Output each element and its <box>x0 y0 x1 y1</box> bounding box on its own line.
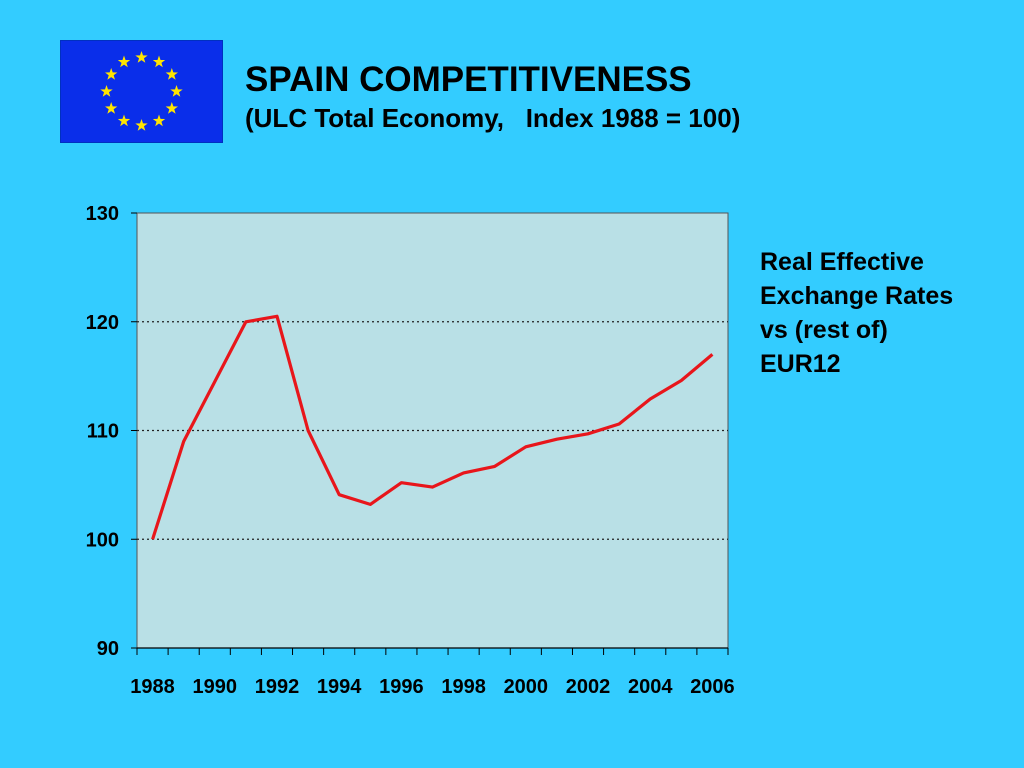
x-tick-label: 1990 <box>193 676 238 698</box>
side-note-line: EUR12 <box>760 350 841 378</box>
y-tick-label: 130 <box>86 203 119 225</box>
side-note-line: Real Effective <box>760 248 924 276</box>
side-note-line: Exchange Rates <box>760 282 954 310</box>
y-tick-label: 120 <box>86 312 119 334</box>
x-tick-label: 2006 <box>690 676 735 698</box>
side-note-line: vs (rest of) <box>760 316 888 344</box>
flag-star-icon <box>170 85 183 97</box>
x-tick-label: 1988 <box>130 676 175 698</box>
page-subtitle: (ULC Total Economy, Index 1988 = 100) <box>245 103 741 133</box>
series-line <box>151 314 714 540</box>
side-note: Real Effective Exchange Rates vs (rest o… <box>760 245 1020 381</box>
eu-flag-logo <box>60 40 223 143</box>
flag-star-icon <box>135 119 148 131</box>
y-tick-label: 110 <box>87 421 119 443</box>
flag-star-icon <box>152 114 166 127</box>
flag-star-icon <box>165 68 178 80</box>
flag-star-icon <box>100 85 113 97</box>
x-tick-label: 2000 <box>504 676 549 698</box>
flag-star-icon <box>105 68 118 80</box>
page-title: SPAIN COMPETITIVENESS <box>245 60 692 99</box>
y-tick-label: 100 <box>86 529 119 551</box>
x-tick-label: 1994 <box>317 676 362 698</box>
x-tick-label: 1998 <box>441 676 486 698</box>
x-tick-label: 1996 <box>379 676 424 698</box>
eu-flag-icon <box>100 51 183 131</box>
title-block: SPAIN COMPETITIVENESS (ULC Total Economy… <box>245 60 740 134</box>
flag-star-icon <box>135 51 148 63</box>
flag-star-icon <box>117 55 131 68</box>
flag-star-icon <box>105 102 118 114</box>
flag-star-icon <box>165 102 178 114</box>
x-tick-label: 2004 <box>628 676 673 698</box>
flag-star-icon <box>117 114 131 127</box>
x-tick-label: 1992 <box>255 676 300 698</box>
y-tick-label: 90 <box>97 638 119 660</box>
flag-star-icon <box>152 55 166 68</box>
x-tick-label: 2002 <box>566 676 611 698</box>
